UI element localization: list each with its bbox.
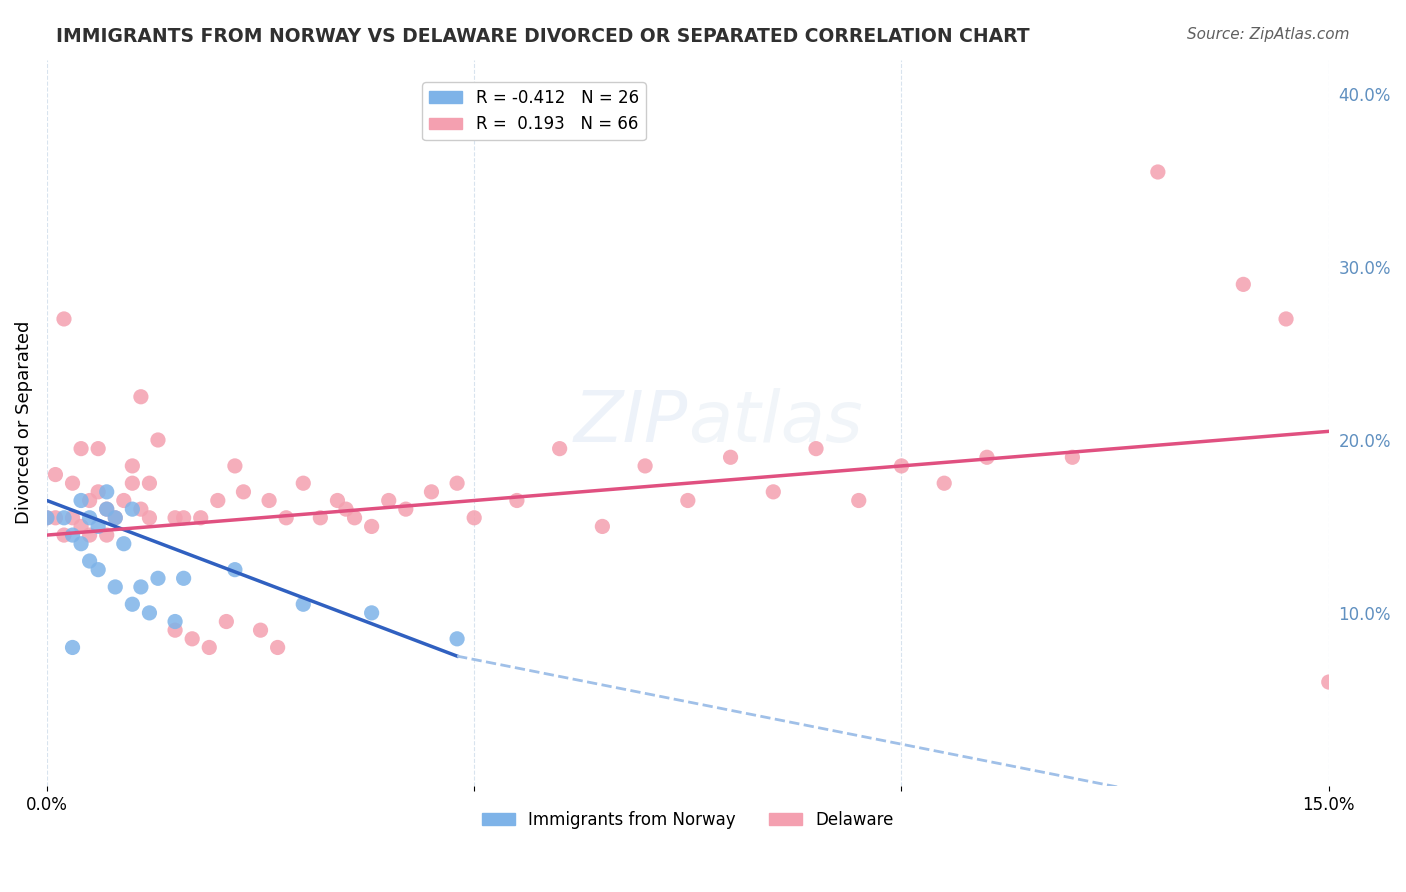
Point xyxy=(87,442,110,456)
Point xyxy=(62,476,84,491)
Point xyxy=(70,442,93,456)
Point xyxy=(53,312,76,326)
Point xyxy=(198,640,221,655)
Point xyxy=(138,476,160,491)
Point xyxy=(1275,312,1298,326)
Point xyxy=(360,606,382,620)
Point xyxy=(79,528,101,542)
Point xyxy=(377,493,399,508)
Point xyxy=(360,519,382,533)
Point xyxy=(591,519,613,533)
Text: Source: ZipAtlas.com: Source: ZipAtlas.com xyxy=(1187,27,1350,42)
Point xyxy=(96,528,118,542)
Point xyxy=(112,493,135,508)
Point xyxy=(112,537,135,551)
Point xyxy=(720,450,742,465)
Point xyxy=(173,510,195,524)
Point xyxy=(446,476,468,491)
Point xyxy=(104,580,127,594)
Point xyxy=(62,528,84,542)
Point xyxy=(62,640,84,655)
Point xyxy=(634,458,657,473)
Point xyxy=(276,510,298,524)
Point xyxy=(420,484,443,499)
Point xyxy=(104,510,127,524)
Point xyxy=(121,476,143,491)
Point xyxy=(343,510,366,524)
Point xyxy=(548,442,571,456)
Point xyxy=(446,632,468,646)
Point xyxy=(326,493,349,508)
Text: IMMIGRANTS FROM NORWAY VS DELAWARE DIVORCED OR SEPARATED CORRELATION CHART: IMMIGRANTS FROM NORWAY VS DELAWARE DIVOR… xyxy=(56,27,1029,45)
Point xyxy=(138,606,160,620)
Point xyxy=(173,571,195,585)
Point xyxy=(121,597,143,611)
Point xyxy=(79,554,101,568)
Point xyxy=(676,493,699,508)
Point xyxy=(87,519,110,533)
Point xyxy=(181,632,204,646)
Point xyxy=(292,476,315,491)
Point xyxy=(121,502,143,516)
Point xyxy=(257,493,280,508)
Point xyxy=(506,493,529,508)
Point xyxy=(224,458,246,473)
Point xyxy=(146,571,169,585)
Point xyxy=(215,615,238,629)
Point xyxy=(292,597,315,611)
Point xyxy=(44,510,66,524)
Point xyxy=(87,484,110,499)
Point xyxy=(138,510,160,524)
Point xyxy=(62,510,84,524)
Point xyxy=(1317,675,1340,690)
Point xyxy=(129,580,152,594)
Point xyxy=(121,458,143,473)
Point xyxy=(53,528,76,542)
Point xyxy=(129,390,152,404)
Point xyxy=(890,458,912,473)
Y-axis label: Divorced or Separated: Divorced or Separated xyxy=(15,321,32,524)
Point xyxy=(129,502,152,516)
Point xyxy=(165,623,187,637)
Point xyxy=(804,442,827,456)
Point xyxy=(934,476,956,491)
Point xyxy=(848,493,870,508)
Point xyxy=(79,493,101,508)
Point xyxy=(165,615,187,629)
Point xyxy=(96,484,118,499)
Point xyxy=(87,563,110,577)
Point xyxy=(53,510,76,524)
Point xyxy=(207,493,229,508)
Point xyxy=(190,510,212,524)
Point xyxy=(96,502,118,516)
Point xyxy=(70,519,93,533)
Point xyxy=(104,510,127,524)
Point xyxy=(79,510,101,524)
Point xyxy=(96,502,118,516)
Point xyxy=(1062,450,1084,465)
Point xyxy=(146,433,169,447)
Point xyxy=(44,467,66,482)
Point xyxy=(266,640,288,655)
Point xyxy=(35,510,58,524)
Point xyxy=(309,510,332,524)
Point xyxy=(463,510,485,524)
Point xyxy=(35,510,58,524)
Text: atlas: atlas xyxy=(688,388,862,458)
Point xyxy=(395,502,418,516)
Point xyxy=(165,510,187,524)
Point xyxy=(335,502,357,516)
Point xyxy=(762,484,785,499)
Point xyxy=(1232,277,1254,292)
Point xyxy=(1147,165,1170,179)
Point xyxy=(976,450,998,465)
Point xyxy=(70,493,93,508)
Point xyxy=(70,537,93,551)
Legend: Immigrants from Norway, Delaware: Immigrants from Norway, Delaware xyxy=(475,805,901,836)
Point xyxy=(224,563,246,577)
Text: ZIP: ZIP xyxy=(574,388,688,458)
Point xyxy=(249,623,271,637)
Point xyxy=(232,484,254,499)
